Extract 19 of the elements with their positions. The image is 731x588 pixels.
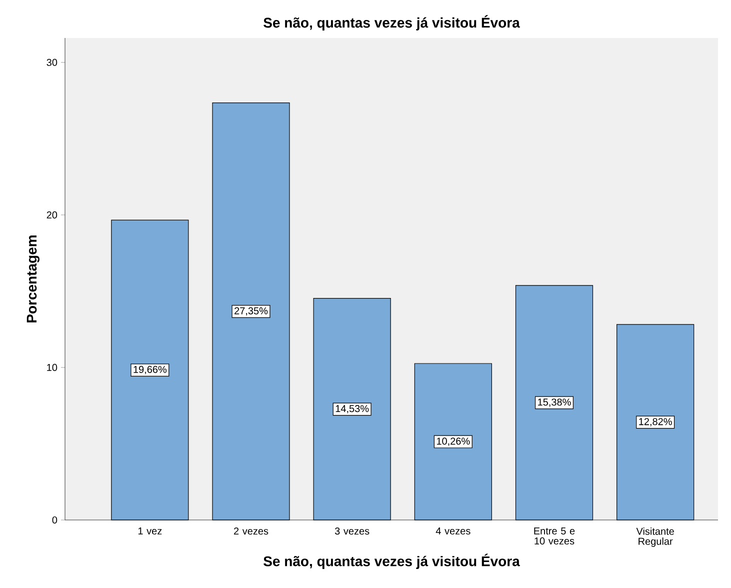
chart-title: Se não, quantas vezes já visitou Évora (264, 15, 520, 30)
data-label: 27,35% (234, 307, 268, 316)
data-label: 14,53% (336, 405, 369, 414)
data-label: 19,66% (134, 366, 167, 374)
data-label: 12,82% (639, 418, 672, 426)
y-tick-label: 30 (46, 58, 58, 66)
x-tick-label: Visitante Regular (636, 528, 674, 547)
y-tick-label: 20 (46, 211, 58, 218)
y-tick-label: 0 (52, 516, 58, 524)
x-tick-label: 3 vezes (334, 528, 370, 535)
y-axis-title: Porcentagem (26, 236, 40, 322)
x-tick-label: Entre 5 e 10 vezes (534, 528, 575, 544)
data-label: 15,38% (538, 398, 571, 407)
x-axis-title: Se não, quantas vezes já visitou Évora (264, 554, 520, 570)
x-tick-label: 4 vezes (436, 528, 470, 534)
x-tick-label: 2 vezes (234, 528, 268, 535)
data-label: 10,26% (436, 438, 470, 446)
y-tick-label: 10 (47, 364, 58, 371)
x-tick-label: 1 vez (138, 528, 162, 534)
